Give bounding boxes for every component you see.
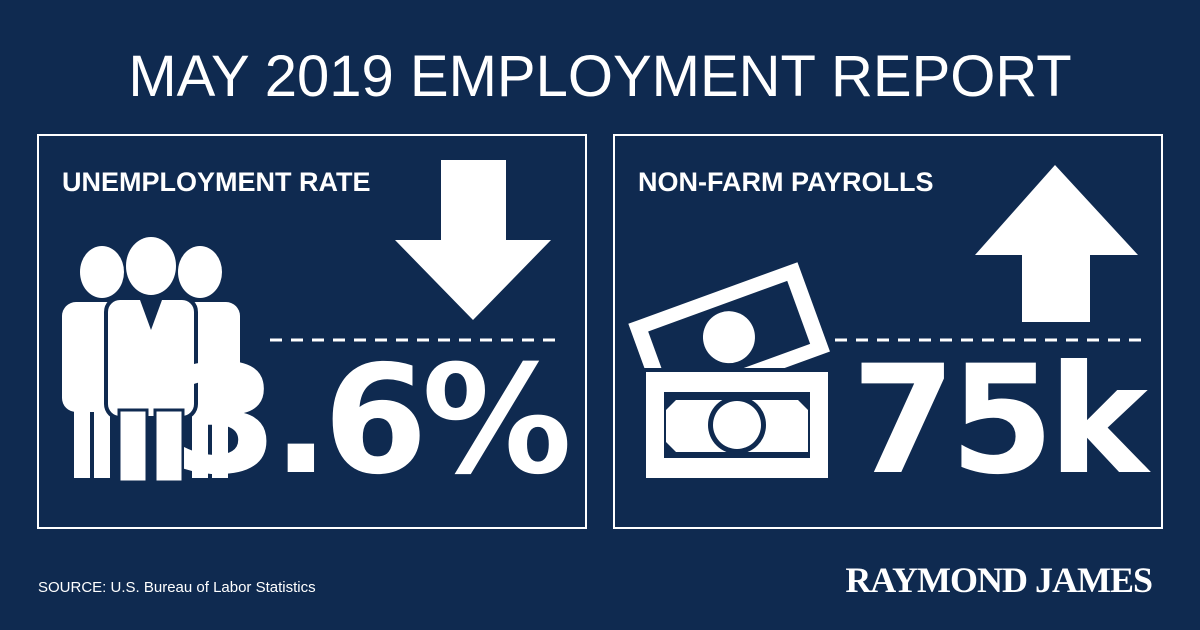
- panel-label: NON-FARM PAYROLLS: [638, 167, 934, 197]
- panel-label: UNEMPLOYMENT RATE: [62, 167, 371, 197]
- panel-value: 75k: [852, 334, 1152, 508]
- panel-frame: [613, 134, 1163, 529]
- source: SOURCE: U.S. Bureau of Labor Statistics: [38, 579, 316, 596]
- money-icon: [628, 262, 832, 482]
- title: MAY 2019 EMPLOYMENT REPORT: [128, 44, 1071, 109]
- brand: RAYMOND JAMES: [845, 560, 1152, 600]
- panel-value: 3.6%: [174, 334, 568, 508]
- people-icon: [62, 237, 240, 484]
- arrow-down: [395, 160, 551, 320]
- arrow-up: [975, 165, 1138, 322]
- panel-frame: [37, 134, 587, 529]
